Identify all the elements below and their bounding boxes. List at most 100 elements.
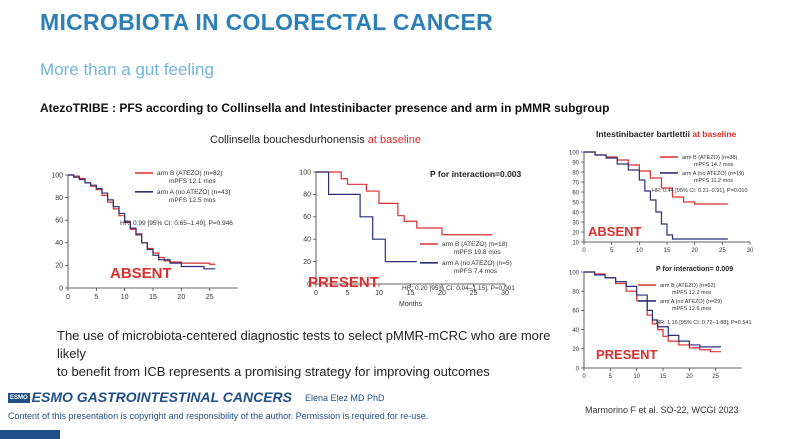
km-curve-arm-a — [584, 271, 721, 348]
legend-series-name: arm A (no ATEZO) — [442, 260, 496, 267]
x-tick-label: 5 — [94, 294, 98, 301]
y-tick-label: 60 — [572, 190, 579, 196]
x-tick-label: 0 — [582, 374, 586, 380]
legend-series-name: arm A (no ATEZO) — [157, 189, 211, 196]
hazard-ratio-text: HR: 0.44 [95% CI: 0.21–0.91], P=0.010 — [652, 188, 748, 194]
y-tick-label: 100 — [569, 150, 580, 156]
hazard-ratio-text: HR: 0.20 [95% CI: 0.04–1.15], P=0.001 — [402, 285, 515, 292]
interaction-p-value: P for interaction=0.003 — [430, 169, 522, 179]
x-tick-label: 25 — [719, 248, 726, 254]
intestinibacter-name: Intestinibacter bartlettii — [596, 129, 690, 139]
x-tick-label: 0 — [66, 294, 70, 301]
legend-label: arm A (no ATEZO) (n=5) — [442, 260, 512, 267]
y-tick-label: 100 — [51, 172, 63, 179]
y-tick-label: 80 — [572, 170, 579, 176]
km-chart-collinsella-absent: 0 20 40 60 80 100 0 5 10 15 20 25 arm B (ATEZO) (n=8… — [51, 170, 238, 301]
y-tick-label: 20 — [303, 259, 311, 266]
legend-label: arm B (ATEZO) (n=18) — [442, 241, 507, 248]
legend-mpfs: mPFS 12.5 mos — [169, 197, 216, 204]
conclusion-line-2: to benefit from ICB represents a promisi… — [57, 364, 490, 379]
x-tick-label: 5 — [609, 374, 613, 380]
y-tick-label: 40 — [303, 237, 311, 244]
legend-mpfs: mPFS 14.7 mos — [694, 162, 734, 168]
y-tick-label: 40 — [572, 210, 579, 216]
legend-n: (n=19) — [728, 171, 744, 177]
legend-mpfs: mPFS 11.2 mos — [694, 178, 733, 184]
km-chart-intestinibacter-present: 0 20 40 60 80 100 0 5 10 15 20 25 arm B (ATEZO) (n=6… — [569, 266, 752, 380]
y-tick-label: 20 — [572, 347, 579, 353]
legend-n: (n=18) — [488, 241, 507, 248]
legend-mpfs: mPFS 7.4 mos — [454, 268, 498, 275]
y-tick-label: 70 — [572, 180, 579, 186]
km-curve-arm-a — [316, 171, 417, 263]
group-label: PRESENT — [596, 347, 657, 362]
esmo-logo-chip: ESMO — [8, 393, 30, 404]
group-label: ABSENT — [588, 224, 642, 239]
x-axis-label: Months — [399, 301, 422, 308]
legend-n: (n=38) — [721, 155, 737, 161]
legend-mpfs: mPFS 12.1 mos — [169, 178, 216, 185]
x-tick-label: 25 — [206, 294, 214, 301]
x-tick-label: 15 — [407, 290, 415, 297]
footer-bar — [0, 430, 60, 439]
x-tick-label: 25 — [470, 290, 478, 297]
y-tick-label: 90 — [572, 160, 579, 166]
y-tick-label: 10 — [572, 240, 579, 246]
x-tick-label: 30 — [501, 290, 509, 297]
y-tick-label: 80 — [572, 290, 579, 296]
y-tick-label: 60 — [55, 218, 63, 225]
km-curve-arm-a — [68, 174, 216, 270]
hazard-ratio-text: HR: 0.99 [95% CI: 0.65–1.49], P=0.946 — [120, 220, 233, 227]
legend-n: (n=82) — [203, 170, 222, 177]
x-tick-label: 20 — [686, 374, 693, 380]
x-tick-label: 30 — [747, 248, 754, 254]
x-tick-label: 5 — [346, 290, 350, 297]
legend-mpfs: mPFS 12.6 mos — [672, 306, 712, 312]
x-tick-label: 10 — [636, 248, 643, 254]
y-tick-label: 50 — [572, 200, 579, 206]
legend-n: (n=29) — [706, 299, 722, 305]
y-tick-label: 40 — [572, 328, 579, 334]
legend-series-name: arm A (no ATEZO) — [682, 171, 728, 177]
x-tick-label: 15 — [660, 374, 667, 380]
y-tick-label: 60 — [572, 309, 579, 315]
y-tick-label: 80 — [303, 192, 311, 199]
km-chart-collinsella-present: 0 20 40 60 80 100 0 5 10 15 20 25 30 Months arm B (ATE… — [299, 169, 522, 308]
section-heading: AtezoTRIBE : PFS according to Collinsell… — [40, 101, 610, 115]
y-tick-label: 0 — [59, 285, 63, 292]
legend-n: (n=5) — [496, 260, 511, 267]
x-tick-label: 10 — [633, 374, 640, 380]
esmo-logo: ESMO ESMO GASTROINTESTINAL CANCERS — [8, 389, 292, 405]
y-tick-label: 100 — [299, 169, 311, 176]
collinsella-name: Collinsella bouchesdurhonensis — [210, 134, 365, 146]
y-tick-label: 100 — [569, 270, 580, 276]
x-tick-label: 15 — [149, 294, 157, 301]
intestinibacter-group-title: Intestinibacter bartlettii at baseline — [596, 129, 736, 139]
legend-n: (n=43) — [211, 189, 230, 196]
x-tick-label: 25 — [712, 374, 719, 380]
legend-label: arm B (ATEZO) (n=38) — [682, 155, 738, 161]
esmo-logo-text: ESMO GASTROINTESTINAL CANCERS — [31, 389, 292, 405]
legend-label: arm B (ATEZO) (n=82) — [157, 170, 222, 177]
y-tick-label: 40 — [55, 240, 63, 247]
legend-series-name: arm B (ATEZO) — [660, 283, 699, 289]
y-tick-label: 0 — [307, 281, 311, 288]
y-tick-label: 80 — [55, 195, 63, 202]
copyright-notice: Content of this presentation is copyrigh… — [8, 411, 429, 421]
km-chart-intestinibacter-absent: 10 20 30 40 50 60 70 80 90 100 0 5 10 15 20 25 30 arm B (… — [569, 150, 754, 254]
legend-series-name: arm B (ATEZO) — [442, 241, 488, 248]
km-curve-arm-a — [584, 151, 728, 240]
legend-n: (n=62) — [699, 283, 715, 289]
legend-label: arm A (no ATEZO) (n=19) — [682, 171, 744, 177]
y-tick-label: 20 — [55, 263, 63, 270]
slide-title: MICROBIOTA IN COLORECTAL CANCER — [40, 9, 494, 35]
y-tick-label: 60 — [303, 214, 311, 221]
collinsella-group-title: Collinsella bouchesdurhonensis at baseli… — [210, 134, 421, 146]
x-tick-label: 5 — [610, 248, 614, 254]
hazard-ratio-text: HR: 1.16 [95% CI: 0.72–1.88], P=0.541 — [656, 320, 752, 326]
group-label: PRESENT — [308, 274, 379, 291]
group-label: ABSENT — [110, 265, 172, 282]
conclusion-statement: The use of microbiota-centered diagnosti… — [57, 327, 577, 381]
reference-citation: Marmorino F et al. SO-22, WCGI 2023 — [585, 405, 739, 415]
legend-series-name: arm A (no ATEZO) — [660, 299, 706, 305]
